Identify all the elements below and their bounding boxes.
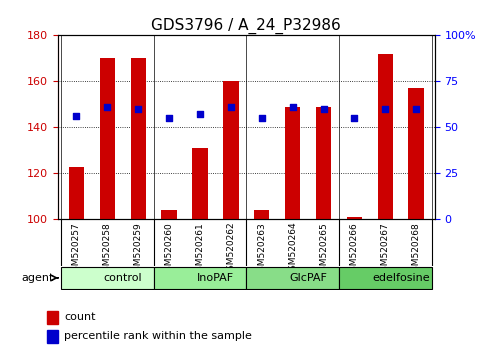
FancyBboxPatch shape (246, 267, 339, 289)
Point (351, 115, 358, 121)
Text: count: count (64, 312, 96, 322)
Text: control: control (103, 273, 142, 283)
Bar (99, 58, 115, 219)
Text: GSM520262: GSM520262 (227, 222, 235, 276)
Bar (192, 148, 208, 219)
Text: percentile rank within the sample: percentile rank within the sample (64, 331, 252, 341)
Bar (69, 166, 84, 219)
Bar (161, 210, 177, 219)
Bar (316, 107, 331, 219)
Bar (409, 88, 424, 219)
FancyBboxPatch shape (154, 267, 246, 289)
Title: GDS3796 / A_24_P32986: GDS3796 / A_24_P32986 (152, 18, 341, 34)
Text: GSM520265: GSM520265 (319, 222, 328, 276)
Point (258, 115, 266, 121)
Point (289, 104, 297, 109)
Point (382, 106, 389, 112)
Text: GSM520259: GSM520259 (134, 222, 143, 276)
FancyBboxPatch shape (61, 267, 154, 289)
Bar (347, 217, 362, 219)
Text: agent: agent (21, 273, 53, 283)
Text: GSM520266: GSM520266 (350, 222, 359, 276)
FancyBboxPatch shape (339, 267, 432, 289)
Text: GSM520261: GSM520261 (196, 222, 204, 276)
Point (412, 106, 420, 112)
Text: GSM520267: GSM520267 (381, 222, 390, 276)
Point (227, 104, 235, 109)
Point (134, 106, 142, 112)
Text: GSM520260: GSM520260 (165, 222, 173, 276)
Point (72, 113, 80, 119)
Bar (378, 54, 393, 219)
Bar (130, 58, 146, 219)
Text: InoPAF: InoPAF (197, 273, 234, 283)
Text: GSM520264: GSM520264 (288, 222, 297, 276)
Bar (47, 330, 58, 343)
Text: GSM520257: GSM520257 (72, 222, 81, 276)
Point (320, 106, 327, 112)
Text: GSM520263: GSM520263 (257, 222, 266, 276)
Text: GSM520258: GSM520258 (103, 222, 112, 276)
Text: GlcPAF: GlcPAF (289, 273, 327, 283)
Bar (223, 81, 239, 219)
Point (196, 111, 204, 116)
Text: edelfosine: edelfosine (372, 273, 429, 283)
Text: GSM520268: GSM520268 (412, 222, 421, 276)
Point (165, 115, 173, 121)
Bar (285, 107, 300, 219)
Bar (47, 311, 58, 324)
Point (103, 104, 111, 109)
Bar (254, 210, 270, 219)
